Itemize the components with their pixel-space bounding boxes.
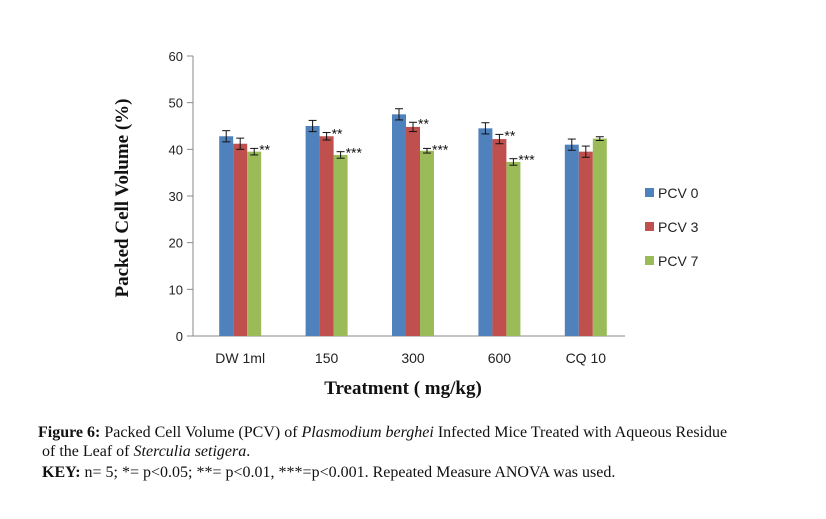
x-axis-ticks: DW 1ml 150 300 600 CQ 10: [215, 350, 606, 366]
bar: [506, 161, 521, 336]
caption-text-1: Packed Cell Volume (PCV) of: [100, 424, 302, 441]
bar: [420, 150, 434, 336]
y-tick-label: 30: [169, 189, 183, 204]
y-axis-title: Packed Cell Volume (%): [112, 99, 133, 298]
legend-label: PCV 0: [658, 185, 699, 201]
bar: [592, 138, 607, 336]
bar-series: *****************: [219, 108, 607, 336]
x-tick-label: 600: [488, 350, 512, 366]
x-tick-label: 150: [315, 350, 339, 366]
significance-marker: ***: [432, 141, 449, 157]
legend-swatch: [645, 222, 654, 231]
bar: [478, 128, 493, 336]
y-tick-label: 40: [169, 142, 183, 157]
figure-label: Figure 6:: [38, 424, 101, 441]
legend-swatch: [645, 188, 654, 197]
bar: [247, 151, 262, 336]
caption-italic-species: Plasmodium berghei: [301, 424, 434, 441]
bar: [219, 136, 234, 336]
x-axis-title: Treatment ( mg/kg): [324, 378, 482, 399]
legend-label: PCV 7: [658, 253, 699, 269]
bar: [333, 154, 348, 336]
bar: [319, 136, 334, 336]
figure-caption-line2: of the Leaf of Sterculia setigera.: [42, 442, 812, 461]
figure-caption: Figure 6: Packed Cell Volume (PCV) of Pl…: [38, 423, 808, 442]
significance-marker: **: [332, 126, 343, 142]
bar: [233, 143, 248, 336]
significance-marker: ***: [518, 152, 535, 168]
legend-label: PCV 3: [658, 219, 699, 235]
caption-key: KEY: n= 5; *= p<0.05; **= p<0.01, ***=p<…: [42, 463, 812, 482]
key-text: n= 5; *= p<0.05; **= p<0.01, ***=p<0.001…: [80, 464, 616, 481]
y-tick-label: 0: [176, 329, 183, 344]
key-label: KEY:: [42, 464, 81, 481]
y-axis: 0 10 20 30 40 50 60: [169, 49, 625, 344]
bar: [305, 126, 320, 336]
x-tick-label: CQ 10: [566, 350, 607, 366]
legend: PCV 0 PCV 3 PCV 7: [645, 185, 699, 269]
significance-marker: **: [259, 141, 270, 157]
y-tick-label: 20: [169, 236, 183, 251]
significance-marker: **: [418, 115, 429, 131]
y-tick-label: 60: [169, 49, 183, 64]
caption-italic-plant: Sterculia setigera: [133, 443, 247, 460]
y-tick-label: 10: [169, 282, 183, 297]
x-tick-label: 300: [401, 350, 425, 366]
caption-text-4: .: [246, 443, 251, 460]
bar: [406, 126, 420, 336]
bar: [564, 144, 579, 336]
x-tick-label: DW 1ml: [215, 350, 265, 366]
y-tick-label: 50: [169, 96, 183, 111]
bar: [578, 151, 593, 336]
caption-text-2: Infected Mice Treated with Aqueous Resid…: [433, 424, 728, 441]
bar: [492, 139, 507, 336]
legend-swatch: [645, 256, 654, 265]
significance-marker: ***: [346, 145, 363, 161]
caption-text-3: of the Leaf of: [42, 443, 134, 460]
significance-marker: **: [504, 127, 515, 143]
bar: [392, 114, 406, 336]
